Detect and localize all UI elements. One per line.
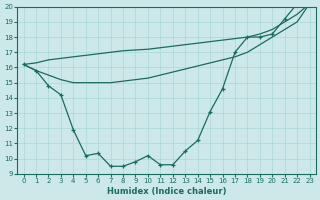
X-axis label: Humidex (Indice chaleur): Humidex (Indice chaleur): [107, 187, 226, 196]
